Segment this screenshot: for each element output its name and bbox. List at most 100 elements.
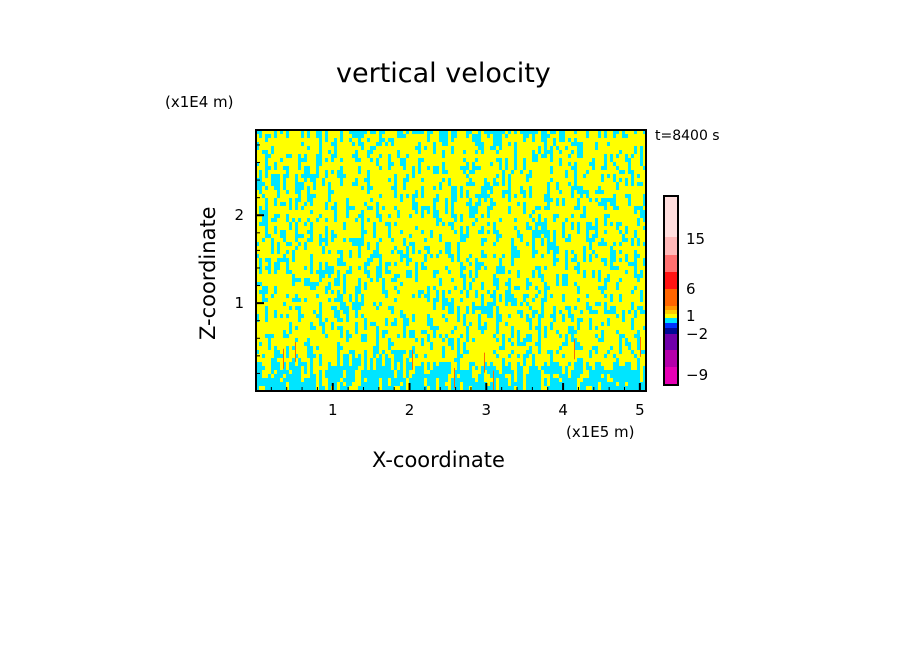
field-cell: [370, 246, 373, 254]
field-cell: [607, 302, 610, 306]
field-cell: [265, 338, 268, 342]
field-cell: [511, 214, 514, 222]
field-cell: [583, 138, 586, 142]
field-cell: [595, 354, 598, 362]
field-cell: [529, 286, 532, 294]
field-cell: [559, 182, 562, 186]
field-cell: [460, 182, 463, 186]
field-cell: [550, 142, 553, 146]
field-cell: [292, 290, 295, 294]
field-cell: [472, 354, 475, 358]
field-cell: [322, 134, 325, 138]
field-cell: [388, 218, 391, 222]
field-cell: [466, 170, 469, 174]
field-cell: [535, 318, 538, 326]
field-cell: [451, 290, 454, 294]
field-cell: [343, 170, 346, 174]
field-cell: [277, 342, 280, 350]
field-cell: [430, 242, 433, 254]
colorbar-segment: [664, 196, 678, 237]
field-cell: [487, 350, 490, 354]
field-cell: [502, 282, 505, 286]
field-cell: [325, 154, 328, 158]
field-cell: [463, 186, 466, 194]
field-cell: [550, 174, 553, 178]
field-cell: [622, 150, 625, 162]
field-cell: [532, 166, 535, 170]
field-cell: [526, 230, 529, 238]
field-cell: [343, 346, 346, 354]
field-cell: [562, 258, 565, 262]
field-cell: [598, 262, 601, 270]
field-cell: [412, 274, 415, 278]
field-cell: [637, 186, 640, 198]
field-cell: [481, 162, 484, 166]
field-cell: [490, 138, 493, 142]
field-cell: [511, 338, 514, 342]
field-cell: [553, 222, 556, 230]
field-cell: [265, 294, 268, 298]
field-cell: [520, 222, 523, 234]
field-cell: [613, 226, 616, 234]
field-cell: [454, 346, 457, 350]
field-cell: [265, 362, 268, 374]
field-cell: [535, 314, 538, 318]
field-cell: [265, 302, 268, 306]
field-cell: [283, 158, 286, 162]
field-cell: [271, 314, 274, 318]
field-cell: [289, 294, 292, 298]
field-cell: [445, 238, 448, 242]
field-cell-strong: [484, 352, 485, 373]
field-cell: [616, 294, 619, 302]
field-cell: [295, 346, 298, 350]
field-cell: [565, 222, 568, 226]
field-cell: [607, 338, 610, 342]
field-cell: [604, 234, 607, 238]
field-cell: [559, 298, 562, 302]
field-cell: [547, 254, 550, 262]
field-cell: [568, 206, 571, 210]
field-cell: [457, 222, 460, 226]
field-cell: [550, 218, 553, 226]
field-cell: [379, 378, 382, 382]
field-cell: [385, 226, 388, 238]
field-cell: [418, 342, 421, 346]
field-cell: [301, 162, 304, 166]
field-cell: [328, 278, 331, 282]
field-cell: [256, 134, 259, 142]
field-cell: [373, 270, 376, 274]
field-cell: [457, 158, 460, 166]
field-cell: [586, 354, 589, 358]
field-cell: [439, 354, 442, 358]
field-cell: [292, 266, 295, 270]
field-cell: [628, 146, 631, 154]
field-cell: [592, 150, 595, 154]
field-cell: [640, 314, 643, 326]
field-cell: [622, 190, 625, 198]
field-cell: [490, 282, 493, 294]
field-cell: [292, 130, 295, 138]
field-cell: [616, 306, 619, 314]
field-cell: [352, 338, 355, 350]
field-cell: [373, 310, 376, 318]
field-cell: [628, 142, 631, 146]
field-cell: [400, 242, 403, 246]
field-cell: [592, 134, 595, 146]
field-cell: [301, 318, 304, 322]
field-cell: [517, 282, 520, 286]
field-cell: [586, 250, 589, 258]
field-cell: [565, 178, 568, 182]
field-cell: [463, 354, 466, 358]
field-cell: [604, 190, 607, 198]
field-cell: [523, 290, 526, 294]
field-cell: [523, 174, 526, 178]
field-cell: [463, 230, 466, 234]
field-cell: [526, 262, 529, 270]
field-cell: [418, 198, 421, 202]
field-cell: [508, 246, 511, 258]
field-cell: [340, 338, 343, 346]
field-cell: [421, 202, 424, 206]
field-cell: [643, 222, 646, 226]
field-cell: [298, 302, 301, 306]
field-cell: [565, 130, 568, 142]
